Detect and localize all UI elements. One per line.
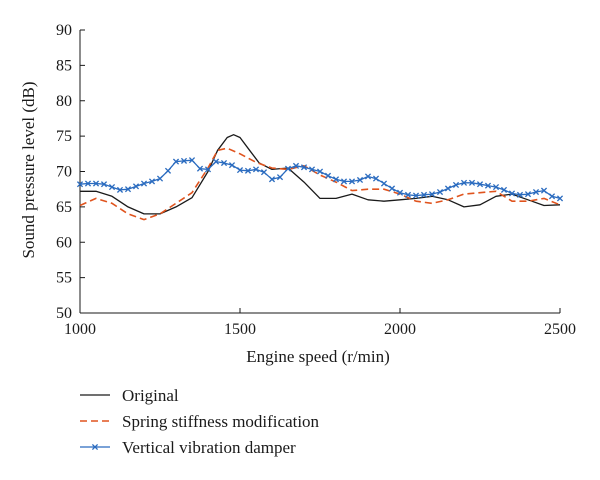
legend-item-spring-stiffness-modification: Spring stiffness modification: [80, 412, 320, 431]
x-tick-label: 2000: [384, 321, 416, 338]
data-point-marker: [356, 176, 364, 184]
data-point-marker: [372, 175, 380, 182]
data-point-marker: [492, 184, 500, 191]
data-point-marker: [260, 169, 268, 176]
series-line-vertical-vibration-damper: [79, 159, 561, 200]
data-point-marker: [540, 187, 548, 194]
data-point-marker: [508, 190, 516, 197]
y-tick-label: 55: [56, 270, 72, 287]
legend: Original Spring stiffness modification V…: [80, 386, 320, 457]
data-point-marker: [116, 186, 124, 193]
data-point-marker: [204, 166, 212, 173]
data-point-marker: [236, 167, 244, 174]
data-point-marker: [92, 180, 100, 187]
legend-marker-vertical-vibration-damper: [91, 443, 99, 451]
legend-label-vertical-vibration-damper: Vertical vibration damper: [122, 438, 296, 457]
data-point-marker: [532, 188, 540, 196]
data-point-marker: [468, 179, 476, 186]
x-tick-label: 1000: [64, 321, 96, 338]
y-axis-label: Sound pressure level (dB): [19, 81, 38, 258]
data-point-marker: [268, 176, 276, 183]
x-tick-label: 1500: [224, 321, 256, 338]
data-point-marker: [420, 191, 428, 198]
data-point-marker: [548, 193, 556, 200]
axes: 50 55 60 65 70 75 80 85 90 1000 1500 2000 2500: [56, 22, 576, 338]
data-point-marker: [556, 195, 564, 202]
data-point-marker: [276, 174, 284, 181]
data-point-marker: [132, 183, 140, 190]
data-point-marker: [484, 182, 492, 189]
data-point-marker: [172, 158, 180, 165]
x-axis-label: Engine speed (r/min): [246, 347, 390, 366]
y-tick-label: 80: [56, 93, 72, 110]
data-point-marker: [148, 178, 156, 185]
data-point-marker: [436, 188, 444, 196]
data-point-marker: [188, 157, 196, 164]
data-point-marker: [348, 178, 356, 185]
data-point-marker: [140, 180, 148, 187]
series-line-spring-stiffness-modification: [79, 147, 561, 221]
y-tick-label: 60: [56, 234, 72, 251]
data-point-marker: [332, 176, 340, 183]
data-point-marker: [84, 180, 92, 187]
data-point-marker: [476, 181, 484, 188]
legend-item-original: Original: [80, 386, 179, 405]
y-tick-label: 85: [56, 57, 72, 74]
data-point-marker: [324, 172, 332, 179]
data-point-marker: [460, 179, 468, 186]
data-point-marker: [388, 185, 396, 192]
series-line-original: [80, 134, 561, 215]
data-point-marker: [164, 167, 172, 174]
series-markers-vertical-vibration-damper: [76, 157, 564, 202]
plot-series: [76, 134, 564, 221]
data-point-marker: [156, 175, 164, 182]
legend-label-original: Original: [122, 386, 179, 405]
data-point-marker: [100, 181, 108, 188]
data-point-marker: [220, 159, 228, 167]
data-point-marker: [516, 191, 524, 198]
data-point-marker: [524, 191, 532, 198]
y-tick-label: 65: [56, 199, 72, 216]
data-point-marker: [284, 165, 292, 172]
data-point-marker: [500, 186, 508, 193]
data-point-marker: [292, 162, 300, 169]
data-point-marker: [404, 191, 412, 198]
y-tick-label: 75: [56, 128, 72, 145]
y-tick-label: 90: [56, 22, 72, 39]
data-point-marker: [364, 173, 372, 180]
legend-item-vertical-vibration-damper: Vertical vibration damper: [80, 438, 296, 457]
legend-label-spring-stiffness-modification: Spring stiffness modification: [122, 412, 320, 431]
data-point-marker: [396, 189, 404, 196]
data-point-marker: [412, 192, 420, 199]
x-tick-label: 2500: [544, 321, 576, 338]
data-point-marker: [444, 185, 452, 192]
data-point-marker: [108, 184, 116, 191]
data-point-marker: [300, 164, 308, 171]
y-tick-label: 70: [56, 164, 72, 181]
data-point-marker: [428, 191, 436, 198]
data-point-marker: [244, 167, 252, 174]
data-point-marker: [212, 158, 220, 165]
data-point-marker: [180, 157, 188, 164]
data-point-marker: [252, 166, 260, 173]
y-tick-label: 50: [56, 305, 72, 322]
data-point-marker: [316, 168, 324, 175]
data-point-marker: [308, 166, 316, 173]
data-point-marker: [380, 180, 388, 187]
data-point-marker: [228, 162, 236, 169]
data-point-marker: [340, 178, 348, 185]
data-point-marker: [196, 165, 204, 172]
legend-marker-x: [91, 443, 99, 451]
data-point-marker: [76, 181, 84, 188]
data-point-marker: [452, 181, 460, 189]
data-point-marker: [124, 186, 132, 193]
